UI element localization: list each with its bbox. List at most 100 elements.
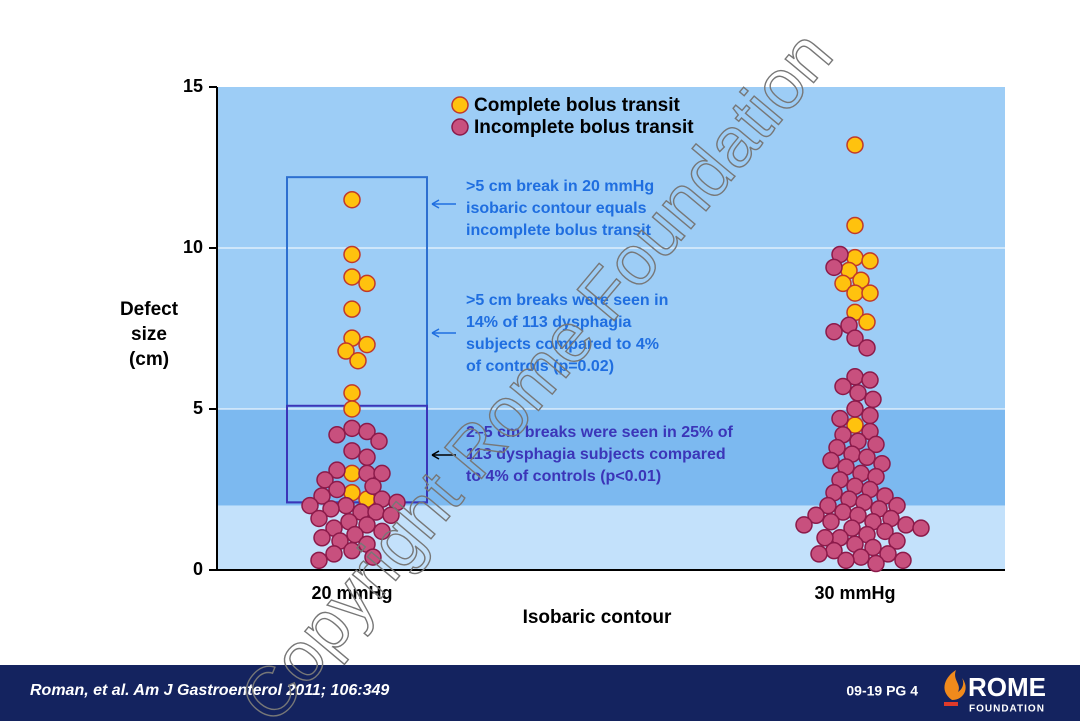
annotation: >5 cm break in 20 mmHg bbox=[466, 178, 654, 195]
logo-text: ROME bbox=[968, 672, 1046, 702]
data-dot bbox=[358, 422, 376, 441]
plot-area: 0 5 10 15 20 mmHg 30 mmHg Isobaric contour Defe… bbox=[120, 76, 1005, 628]
data-dot bbox=[382, 506, 400, 525]
data-dot bbox=[358, 448, 376, 467]
data-dot bbox=[343, 300, 361, 318]
data-dot bbox=[325, 545, 343, 563]
arrow-head bbox=[431, 328, 440, 338]
y-tick-label: 0 bbox=[193, 559, 203, 579]
y-axis-label: (cm) bbox=[129, 349, 169, 370]
data-dot bbox=[867, 435, 885, 454]
data-dot bbox=[822, 451, 840, 470]
data-dot bbox=[337, 342, 355, 360]
annotation: 113 dysphagia subjects compared bbox=[466, 446, 726, 463]
data-dot bbox=[876, 522, 894, 541]
data-dot bbox=[822, 512, 840, 531]
data-dot bbox=[373, 464, 391, 483]
data-dot bbox=[310, 509, 328, 528]
data-dot bbox=[846, 136, 864, 154]
data-dot bbox=[328, 426, 346, 444]
data-dot bbox=[343, 419, 361, 438]
data-dot bbox=[343, 245, 361, 264]
annotation: isobaric contour equals bbox=[466, 200, 647, 217]
data-dot bbox=[861, 252, 879, 270]
data-dot bbox=[343, 442, 361, 460]
data-dot bbox=[364, 477, 382, 496]
legend-marker bbox=[451, 118, 469, 136]
x-axis-label: Isobaric contour bbox=[523, 607, 672, 628]
annotation: subjects compared to 4% bbox=[466, 336, 659, 353]
data-dot bbox=[837, 551, 855, 570]
data-dot bbox=[912, 519, 930, 537]
legend-label: Complete bolus transit bbox=[474, 95, 681, 116]
data-dot bbox=[310, 551, 328, 570]
x-tick-label: 20 mmHg bbox=[311, 583, 392, 603]
data-dot bbox=[834, 377, 852, 396]
data-dot bbox=[313, 487, 331, 505]
data-dot bbox=[343, 268, 361, 286]
data-dot bbox=[858, 448, 876, 467]
logo-flame bbox=[944, 670, 966, 700]
y-axis-label: size bbox=[131, 324, 167, 345]
data-dot bbox=[313, 529, 331, 547]
data-dot bbox=[864, 390, 882, 409]
arrow-head bbox=[431, 450, 440, 460]
logo-base bbox=[944, 702, 958, 706]
data-dot bbox=[834, 274, 852, 293]
data-dot bbox=[879, 545, 897, 563]
annotation: incomplete bolus transit bbox=[466, 222, 652, 239]
data-dot bbox=[894, 551, 912, 570]
y-tick-label: 5 bbox=[193, 398, 203, 418]
data-dot bbox=[897, 516, 915, 534]
annotation: >5 cm breaks were seen in bbox=[466, 292, 668, 309]
data-dot bbox=[861, 371, 879, 389]
data-dot bbox=[349, 351, 367, 370]
data-dot bbox=[358, 516, 376, 534]
data-dot bbox=[810, 545, 828, 563]
data-dot bbox=[888, 532, 906, 550]
citation: Roman, et al. Am J Gastroenterol 2011; 1… bbox=[30, 682, 389, 699]
data-dot bbox=[825, 258, 843, 277]
data-dot bbox=[373, 522, 391, 541]
page-number: 09-19 PG 4 bbox=[846, 683, 918, 699]
data-dot bbox=[858, 339, 876, 357]
data-dot bbox=[846, 329, 864, 347]
data-dot bbox=[343, 400, 361, 418]
annotation: to 4% of controls (p<0.01) bbox=[466, 468, 661, 485]
arrow-head bbox=[431, 199, 440, 209]
y-tick-label: 15 bbox=[183, 76, 203, 96]
logo-subtext: FOUNDATION bbox=[969, 704, 1045, 715]
data-dot bbox=[849, 384, 867, 402]
annotation: 14% of 113 dysphagia bbox=[466, 314, 632, 331]
data-dot bbox=[831, 409, 849, 428]
data-dot bbox=[852, 548, 870, 566]
data-dot bbox=[867, 554, 885, 573]
data-dot bbox=[343, 541, 361, 560]
data-dot bbox=[301, 496, 319, 515]
logo: ROME FOUNDATION bbox=[944, 670, 1046, 715]
data-dot bbox=[328, 480, 346, 499]
data-dot bbox=[846, 216, 864, 235]
data-dot bbox=[816, 529, 834, 547]
x-tick-label: 30 mmHg bbox=[814, 583, 895, 603]
data-dot bbox=[795, 516, 813, 534]
data-dot bbox=[370, 432, 388, 450]
data-dot bbox=[358, 335, 376, 354]
data-dot bbox=[861, 284, 879, 302]
data-dot bbox=[358, 274, 376, 293]
annotation: of controls (p=0.02) bbox=[466, 358, 614, 375]
data-dot bbox=[343, 190, 361, 209]
annotation: 2–5 cm breaks were seen in 25% of bbox=[466, 424, 733, 441]
data-dot bbox=[343, 464, 361, 483]
legend-label: Incomplete bolus transit bbox=[474, 117, 694, 138]
data-dot bbox=[825, 322, 843, 341]
data-dot bbox=[337, 496, 355, 515]
data-dot bbox=[846, 284, 864, 302]
y-tick-label: 10 bbox=[183, 237, 203, 257]
legend-marker bbox=[451, 96, 469, 114]
data-dot bbox=[858, 313, 876, 331]
data-dot bbox=[846, 400, 864, 418]
y-axis-label: Defect bbox=[120, 299, 179, 320]
data-dot bbox=[328, 461, 346, 479]
